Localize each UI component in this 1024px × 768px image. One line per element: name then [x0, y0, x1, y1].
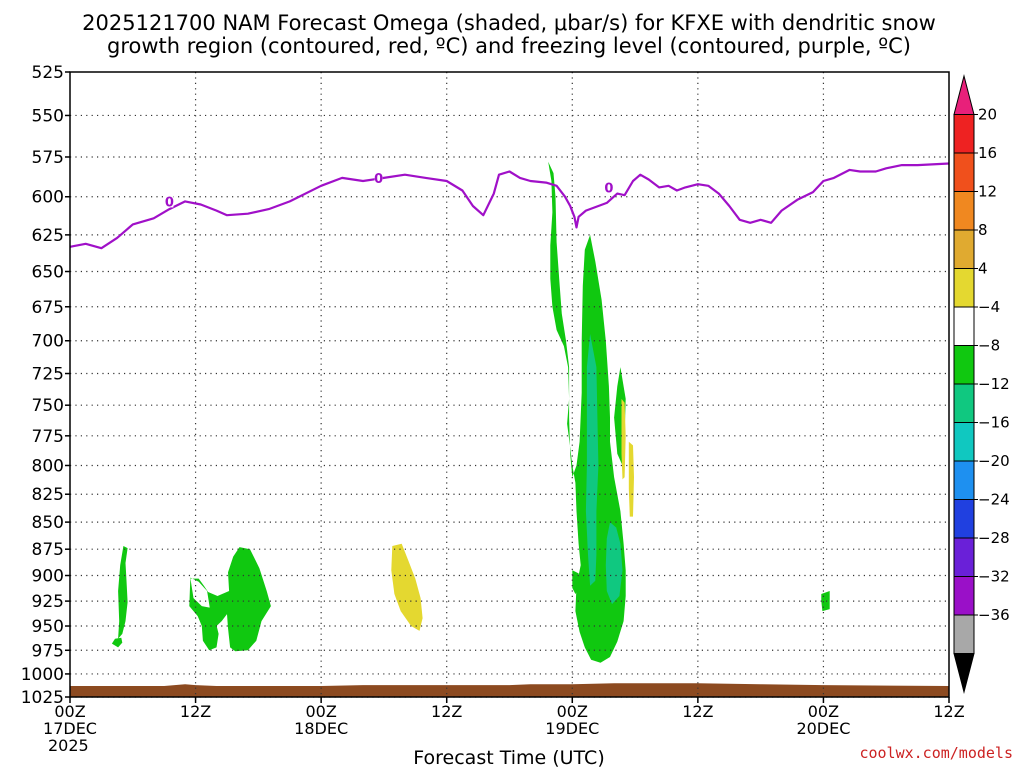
y-tick-label-600: 600 — [32, 188, 64, 208]
omega-region-11 — [821, 591, 830, 612]
y-tick-label-825: 825 — [32, 485, 64, 505]
y-tick-label-875: 875 — [32, 540, 64, 560]
colorbar-arrow-bottom — [953, 653, 975, 694]
y-tick-label-725: 725 — [32, 365, 64, 385]
freezing-level-line — [69, 162, 950, 250]
freezing-level-label-bg — [374, 169, 383, 184]
y-tick-label-675: 675 — [32, 298, 64, 318]
omega-region-2 — [189, 547, 271, 652]
terrain-band — [70, 683, 949, 697]
freezing-level-label-bg — [165, 193, 174, 208]
colorbar-label-10: −24 — [978, 491, 1010, 509]
colorbar-bin-2 — [953, 152, 975, 192]
x-tick-label-60-0: 12Z — [682, 702, 713, 721]
site-credit: coolwx.com/models — [859, 744, 1013, 762]
y-tick-label-525: 525 — [32, 63, 64, 83]
x-tick-label-24-0: 00Z — [305, 702, 336, 721]
x-tick-label-48-0: 00Z — [557, 702, 588, 721]
colorbar-bin-6 — [953, 306, 975, 346]
y-tick-label-850: 850 — [32, 513, 64, 533]
x-tick-label-12-0: 12Z — [180, 702, 211, 721]
y-tick-label-1025: 1025 — [21, 688, 64, 708]
omega-region-0 — [118, 546, 128, 639]
colorbar-label-8: −16 — [978, 414, 1010, 432]
freezing-level: 0 0 0 — [69, 162, 950, 250]
y-tick-label-925: 925 — [32, 592, 64, 612]
y-tick-label-950: 950 — [32, 617, 64, 637]
y-tick-label-975: 975 — [32, 641, 64, 661]
colorbar-bin-4 — [953, 229, 975, 269]
colorbar-bin-10 — [953, 460, 975, 500]
x-tick-label-84-0: 12Z — [933, 702, 964, 721]
freezing-level-label-bg — [604, 179, 613, 194]
y-tick-label-575: 575 — [32, 148, 64, 168]
colorbar-bin-12 — [953, 537, 975, 577]
x-tick-label-48-1: 19DEC — [545, 719, 599, 738]
y-tick-label-800: 800 — [32, 456, 64, 476]
x-tick-label-0-2: 2025 — [48, 736, 89, 755]
y-axis: 525 550 575 600 625 650 675 700 725 750 775 800 825 8… — [21, 63, 70, 708]
omega-region-1 — [111, 637, 123, 648]
x-axis-title: Forecast Time (UTC) — [413, 747, 604, 768]
y-tick-label-700: 700 — [32, 332, 64, 352]
omega-region-7 — [585, 334, 599, 586]
colorbar-bin-11 — [953, 499, 975, 539]
omega-shading — [111, 161, 830, 663]
colorbar-bin-3 — [953, 191, 975, 231]
y-tick-label-750: 750 — [32, 396, 64, 416]
freezing-level-label-0: 0 — [165, 195, 174, 210]
colorbar-label-1: 16 — [978, 144, 997, 162]
colorbar-label-2: 12 — [978, 183, 997, 201]
y-tick-label-650: 650 — [32, 263, 64, 283]
colorbar: 20 16 12 8 4 −4 −8 −12 −16 −20 −24 −28 −32 −36 — [953, 74, 1010, 694]
colorbar-bin-5 — [953, 268, 975, 308]
x-tick-label-0-0: 00Z — [54, 702, 85, 721]
colorbar-label-13: −36 — [978, 606, 1010, 624]
x-tick-label-0-1: 17DEC — [43, 719, 97, 738]
colorbar-label-0: 20 — [978, 106, 997, 124]
colorbar-bin-13 — [953, 576, 975, 616]
colorbar-label-6: −8 — [978, 337, 1000, 355]
y-tick-label-1000: 1000 — [21, 665, 64, 685]
colorbar-bin-7 — [953, 345, 975, 385]
colorbar-bin-8 — [953, 383, 975, 423]
colorbar-label-9: −20 — [978, 452, 1010, 470]
colorbar-label-4: 4 — [978, 260, 988, 278]
x-tick-label-72-0: 00Z — [808, 702, 839, 721]
omega-region-5 — [572, 570, 580, 594]
chart-title-line-2: growth region (contoured, red, ºC) and f… — [107, 34, 911, 58]
x-tick-label-72-1: 20DEC — [796, 719, 850, 738]
omega-region-9 — [621, 398, 626, 480]
terrain — [70, 683, 949, 697]
plot-frame — [69, 71, 950, 698]
y-tick-label-625: 625 — [32, 226, 64, 246]
colorbar-bin-9 — [953, 422, 975, 462]
y-tick-label-900: 900 — [32, 567, 64, 587]
y-tick-label-550: 550 — [32, 106, 64, 126]
omega-region-8 — [605, 522, 623, 605]
colorbar-label-7: −12 — [978, 375, 1010, 393]
colorbar-bin-14 — [953, 614, 975, 654]
freezing-level-label-1: 0 — [374, 172, 383, 187]
chart-title-line-1: 2025121700 NAM Forecast Omega (shaded, μ… — [82, 11, 936, 35]
omega-region-10 — [628, 441, 634, 517]
y-tick-label-775: 775 — [32, 427, 64, 447]
colorbar-label-3: 8 — [978, 221, 988, 239]
colorbar-bin-1 — [953, 114, 975, 154]
grid — [70, 72, 949, 698]
freezing-level-label-2: 0 — [604, 181, 613, 196]
omega-region-3 — [391, 543, 423, 631]
colorbar-label-11: −28 — [978, 529, 1010, 547]
x-tick-label-36-0: 12Z — [431, 702, 462, 721]
colorbar-label-12: −32 — [978, 568, 1010, 586]
colorbar-label-5: −4 — [978, 298, 1000, 316]
colorbar-arrow-top — [953, 74, 975, 115]
x-tick-label-24-1: 18DEC — [294, 719, 348, 738]
